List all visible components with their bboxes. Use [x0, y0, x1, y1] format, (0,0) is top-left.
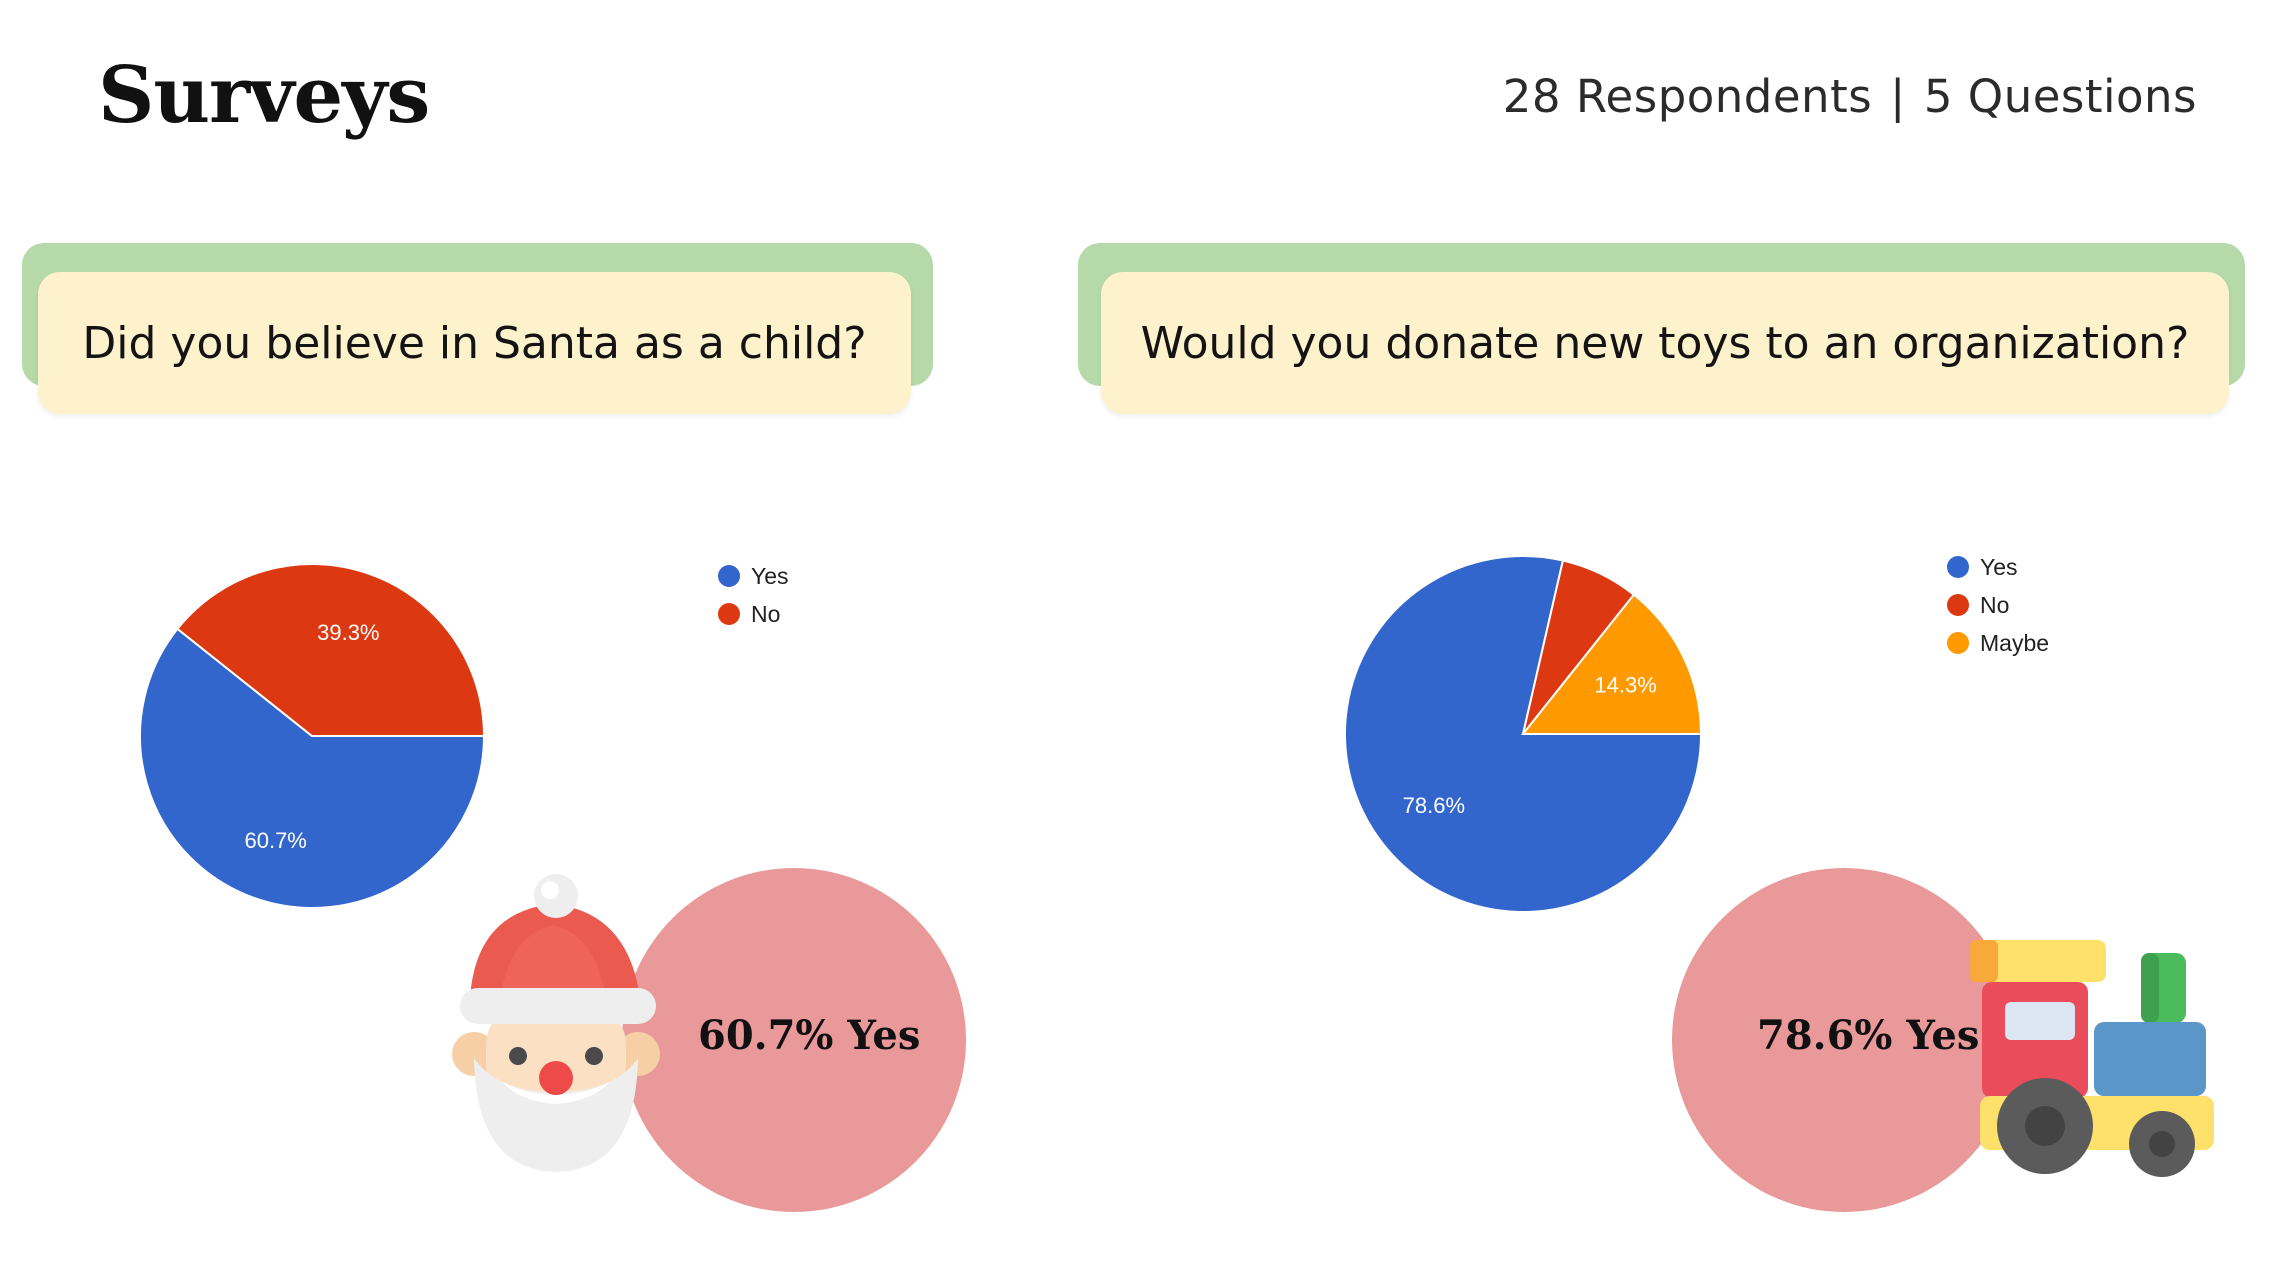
pie-chart-santa: 60.7% 39.3% [139, 563, 486, 909]
stat-value-2: 78.6% Yes [1757, 1012, 1980, 1059]
slice-label-yes: 60.7% [244, 828, 306, 853]
legend-swatch-maybe [1947, 632, 1969, 654]
pie-slice-maybe [1520, 593, 1703, 735]
stat-value-1: 60.7% Yes [698, 1012, 921, 1059]
question-count: 5 Questions [1923, 70, 2197, 123]
question-card-1: Did you believe in Santa as a child? [38, 272, 911, 414]
toy-train-icon [1970, 940, 2214, 1177]
slice-label-yes: 78.6% [1403, 793, 1465, 818]
summary-separator: | [1890, 70, 1906, 123]
legend-label-yes: Yes [1980, 554, 2018, 580]
legend-label-maybe: Maybe [1980, 630, 2049, 656]
respondent-count: 28 Respondents [1502, 70, 1873, 123]
legend-donate: Yes No Maybe [1947, 554, 2049, 656]
pie-slice-no [176, 563, 486, 737]
survey-summary: 28 Respondents | 5 Questions [1503, 70, 2197, 123]
legend-swatch-yes [1947, 556, 1969, 578]
santa-icon [452, 874, 660, 1172]
pie-slice-yes [139, 627, 486, 909]
slice-label-maybe: 14.3% [1594, 673, 1656, 698]
legend-label-no: No [751, 601, 780, 627]
legend-swatch-no [1947, 594, 1969, 616]
legend-santa: Yes No [718, 563, 789, 627]
legend-swatch-no [718, 603, 740, 625]
slice-label-no: 39.3% [317, 620, 379, 645]
stat-circle-1 [622, 868, 966, 1212]
stat-circle-2 [1672, 868, 2016, 1212]
page-title: Surveys [98, 50, 430, 141]
question-card-2: Would you donate new toys to an organiza… [1101, 272, 2229, 414]
legend-label-no: No [1980, 592, 2009, 618]
pie-chart-donate: 78.6% 14.3% [1344, 555, 1703, 913]
legend-label-yes: Yes [751, 563, 789, 589]
legend-swatch-yes [718, 565, 740, 587]
